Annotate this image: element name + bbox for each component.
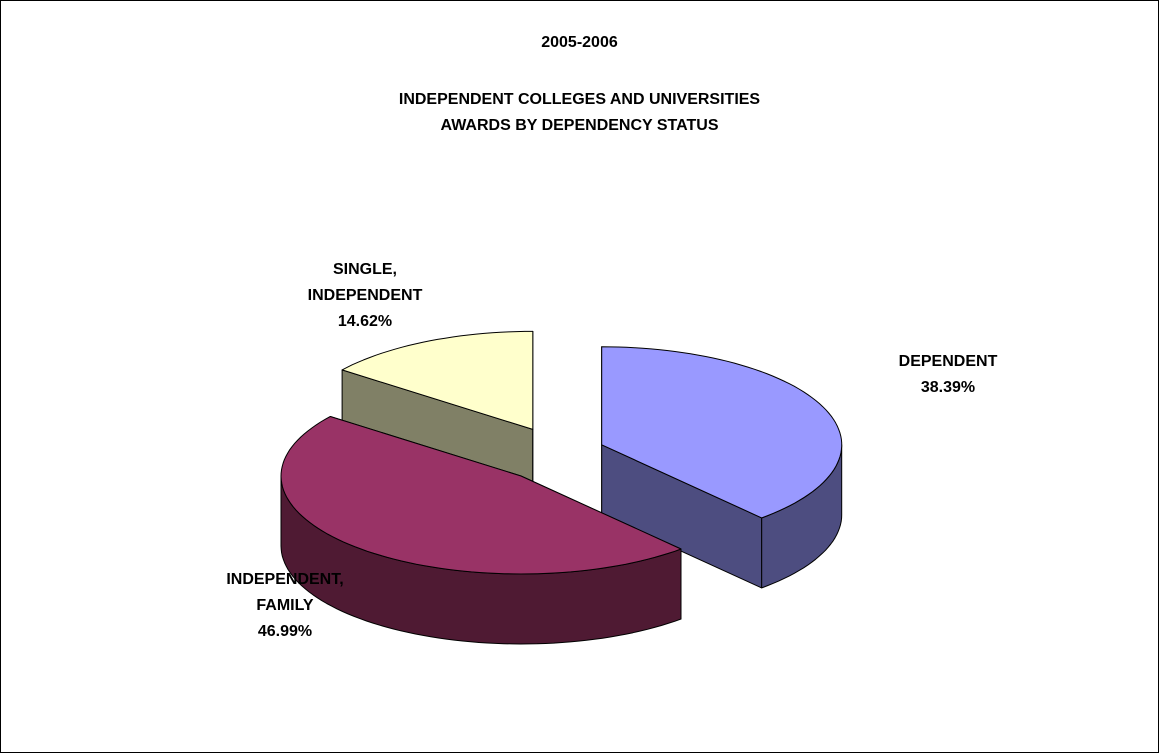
data-label: SINGLE, INDEPENDENT 14.62% [290,257,440,335]
category-label: DEPENDENT [898,353,998,370]
slice [601,346,843,589]
chart-title: 2005-2006 [541,34,618,51]
chart-subtitle: INDEPENDENT COLLEGES AND UNIVERSITIES [398,91,761,108]
value-label: 46.99% [257,623,313,640]
value-label: 14.62% [337,313,393,330]
value-label: 38.39% [920,379,976,396]
slice [341,330,534,430]
chart-subtitle: AWARDS BY DEPENDENCY STATUS [440,117,719,134]
category-label: INDEPENDENT, FAMILY [226,571,344,614]
data-label: DEPENDENT 38.39% [873,349,1023,401]
category-label: SINGLE, INDEPENDENT [307,261,423,304]
data-label: INDEPENDENT, FAMILY 46.99% [210,567,360,645]
slice [280,416,682,575]
slice [280,416,682,645]
slice [601,346,843,519]
